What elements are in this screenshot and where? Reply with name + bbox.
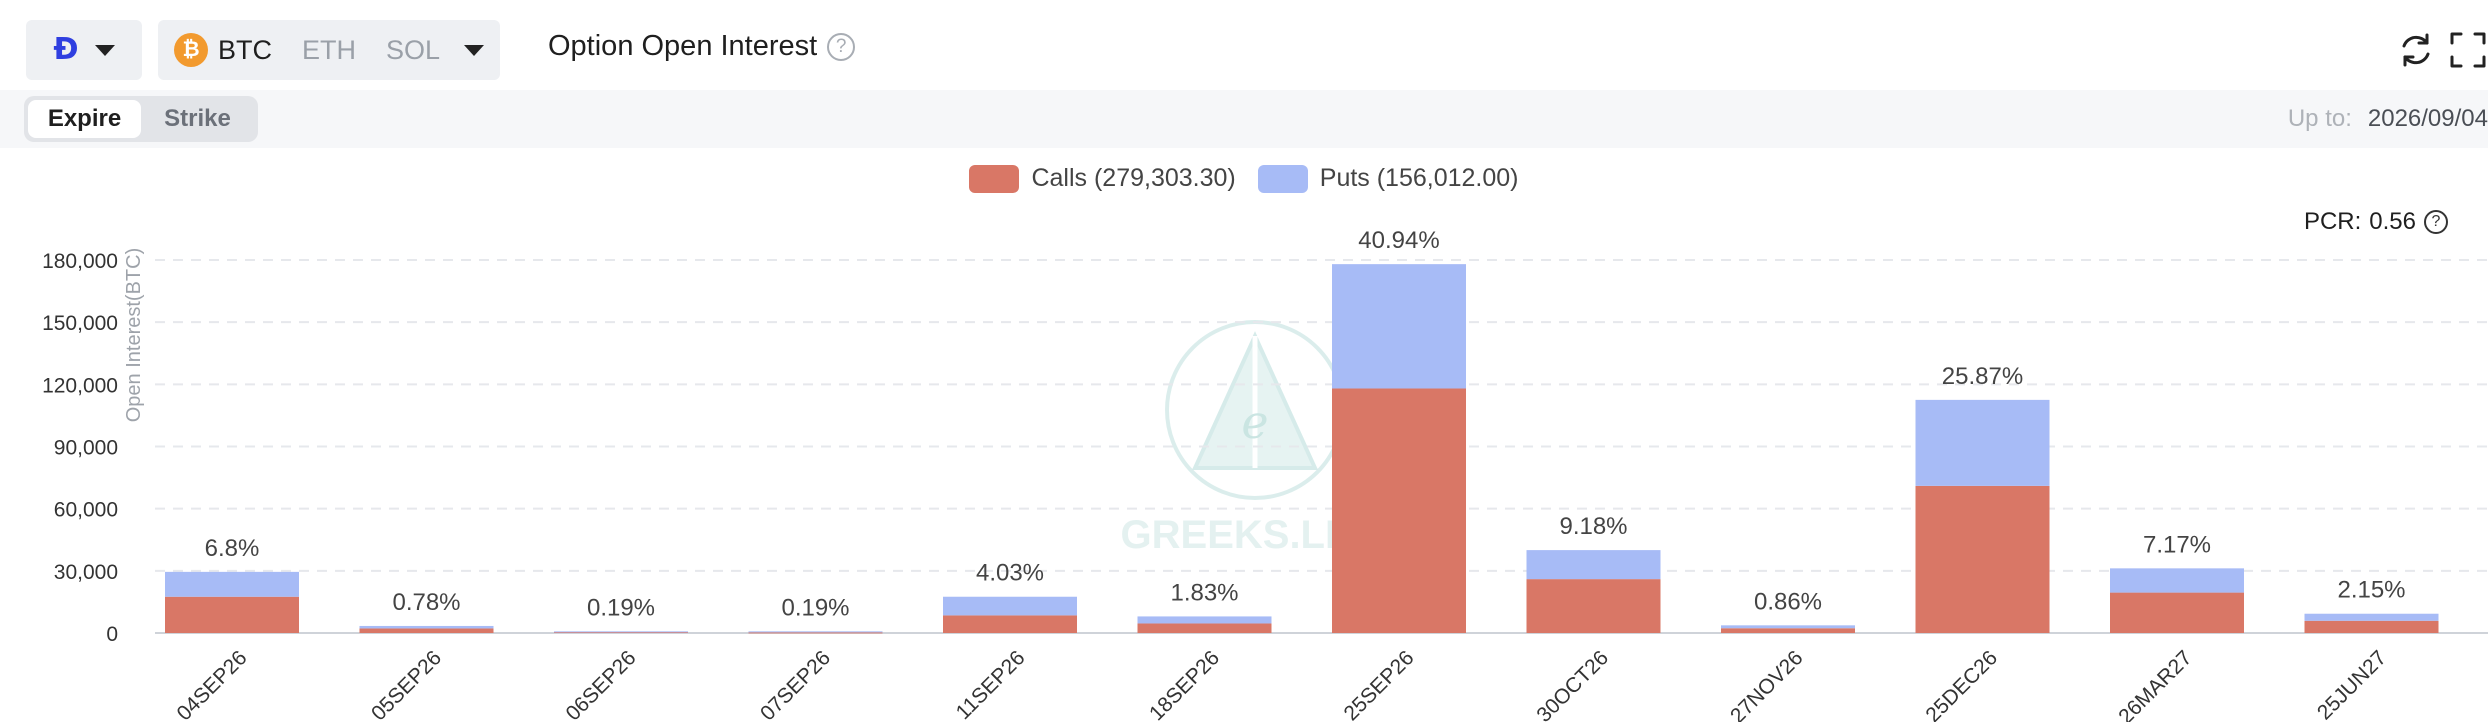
calls-swatch bbox=[969, 164, 1020, 193]
legend-puts-label: Puts (156,012.00) bbox=[1319, 164, 1519, 192]
x-tick-label: 30OCT26 bbox=[1532, 646, 1613, 722]
y-tick-label: 0 bbox=[106, 623, 118, 646]
x-tick-label: 27NOV26 bbox=[1726, 646, 1807, 722]
x-tick-label: 18SEP26 bbox=[1145, 646, 1224, 722]
y-tick-label: 180,000 bbox=[42, 250, 118, 273]
help-icon[interactable]: ? bbox=[2424, 210, 2448, 234]
upto-date[interactable]: Up to: 2026/09/04 bbox=[2288, 90, 2488, 148]
percent-label: 0.86% bbox=[1754, 588, 1822, 615]
calls-bar bbox=[1721, 628, 1855, 633]
help-icon[interactable]: ? bbox=[827, 32, 856, 61]
puts-bar bbox=[554, 631, 688, 633]
x-tick-label: 06SEP26 bbox=[562, 646, 641, 722]
y-tick-label: 30,000 bbox=[54, 561, 118, 584]
pcr-label: PCR: bbox=[2303, 208, 2362, 235]
percent-label: 2.15% bbox=[2337, 577, 2405, 604]
percent-label: 1.83% bbox=[1170, 579, 1238, 606]
puts-bar bbox=[1526, 550, 1661, 580]
tab-expire[interactable]: Expire bbox=[28, 100, 141, 138]
coin-sol-label: SOL bbox=[386, 34, 441, 65]
view-toggle: Expire Strike bbox=[24, 96, 258, 142]
calls-bar bbox=[1137, 623, 1272, 633]
puts-bar bbox=[748, 631, 883, 633]
x-tick-label: 11SEP26 bbox=[952, 646, 1030, 722]
puts-bar bbox=[2110, 568, 2244, 593]
percent-label: 0.78% bbox=[392, 589, 460, 616]
y-tick-label: 60,000 bbox=[54, 499, 118, 522]
calls-bar bbox=[1526, 579, 1661, 633]
pcr-indicator: PCR: 0.56 ? bbox=[2304, 208, 2448, 236]
upto-label: Up to: bbox=[2287, 105, 2352, 132]
puts-bar bbox=[2304, 613, 2439, 621]
y-tick-label: 120,000 bbox=[42, 374, 118, 397]
tab-strike[interactable]: Strike bbox=[164, 105, 231, 132]
calls-bar bbox=[943, 615, 1077, 633]
chevron-down-icon bbox=[94, 44, 115, 56]
x-tick-label: 26MAR27 bbox=[2114, 646, 2196, 722]
coin-btc[interactable]: ₿ BTC bbox=[174, 33, 272, 67]
page-title: Option Open Interest ? bbox=[548, 30, 856, 63]
coin-selector: ₿ BTC ETH SOL bbox=[158, 20, 500, 80]
x-tick-label: 25SEP26 bbox=[1340, 646, 1419, 722]
legend-puts[interactable]: Puts (156,012.00) bbox=[1257, 164, 1519, 193]
refresh-icon[interactable] bbox=[2396, 30, 2436, 70]
view-toolbar: Expire Strike Up to: 2026/09/04 bbox=[0, 90, 2488, 148]
calls-bar bbox=[554, 631, 688, 633]
puts-swatch bbox=[1257, 164, 1308, 193]
exchange-selector[interactable]: Ð bbox=[26, 20, 142, 80]
y-tick-label: 150,000 bbox=[42, 312, 118, 335]
percent-label: 7.17% bbox=[2143, 531, 2211, 558]
percent-label: 6.8% bbox=[205, 535, 260, 562]
calls-bar bbox=[359, 628, 494, 633]
pcr-value: 0.56 bbox=[2369, 208, 2416, 235]
puts-bar bbox=[1721, 625, 1855, 629]
deribit-logo-icon: Ð bbox=[53, 32, 79, 67]
coin-btc-label: BTC bbox=[218, 34, 272, 65]
coin-sol[interactable]: SOL bbox=[386, 35, 440, 66]
chevron-down-icon[interactable] bbox=[464, 44, 485, 56]
fullscreen-icon[interactable] bbox=[2448, 30, 2488, 70]
percent-label: 4.03% bbox=[976, 560, 1044, 587]
page-title-text: Option Open Interest bbox=[548, 30, 818, 62]
coin-eth[interactable]: ETH bbox=[302, 35, 356, 66]
percent-label: 25.87% bbox=[1942, 363, 2023, 390]
coin-eth-label: ETH bbox=[302, 34, 356, 65]
puts-bar bbox=[165, 571, 299, 597]
calls-bar bbox=[1915, 485, 2050, 633]
calls-bar bbox=[748, 632, 883, 634]
x-tick-label: 05SEP26 bbox=[367, 646, 446, 722]
percent-label: 0.19% bbox=[587, 594, 655, 621]
puts-bar bbox=[1915, 399, 2050, 486]
puts-bar bbox=[1137, 616, 1272, 624]
calls-bar bbox=[1332, 388, 1466, 633]
chart-legend: Calls (279,303.30) Puts (156,012.00) bbox=[0, 164, 2488, 193]
percent-label: 40.94% bbox=[1358, 227, 1439, 254]
puts-bar bbox=[1332, 264, 1466, 389]
calls-bar bbox=[2110, 592, 2244, 633]
bitcoin-icon: ₿ bbox=[174, 33, 208, 67]
legend-calls[interactable]: Calls (279,303.30) bbox=[969, 164, 1236, 193]
percent-label: 0.19% bbox=[781, 594, 849, 621]
calls-bar bbox=[165, 596, 299, 633]
puts-bar bbox=[943, 596, 1077, 616]
x-tick-label: 04SEP26 bbox=[173, 646, 252, 722]
puts-bar bbox=[359, 625, 494, 629]
top-bar: Ð ₿ BTC ETH SOL Option Open Interest ? bbox=[0, 0, 2488, 90]
y-axis-label: Open Interest(BTC) bbox=[123, 248, 145, 423]
legend-calls-label: Calls (279,303.30) bbox=[1031, 164, 1236, 192]
x-tick-label: 25DEC26 bbox=[1921, 646, 2002, 722]
x-tick-label: 07SEP26 bbox=[756, 646, 835, 722]
upto-value: 2026/09/04 bbox=[2367, 105, 2488, 132]
y-tick-label: 90,000 bbox=[54, 437, 118, 460]
percent-label: 9.18% bbox=[1559, 513, 1627, 540]
x-tick-label: 25JUN27 bbox=[2313, 646, 2391, 722]
calls-bar bbox=[2304, 620, 2439, 633]
